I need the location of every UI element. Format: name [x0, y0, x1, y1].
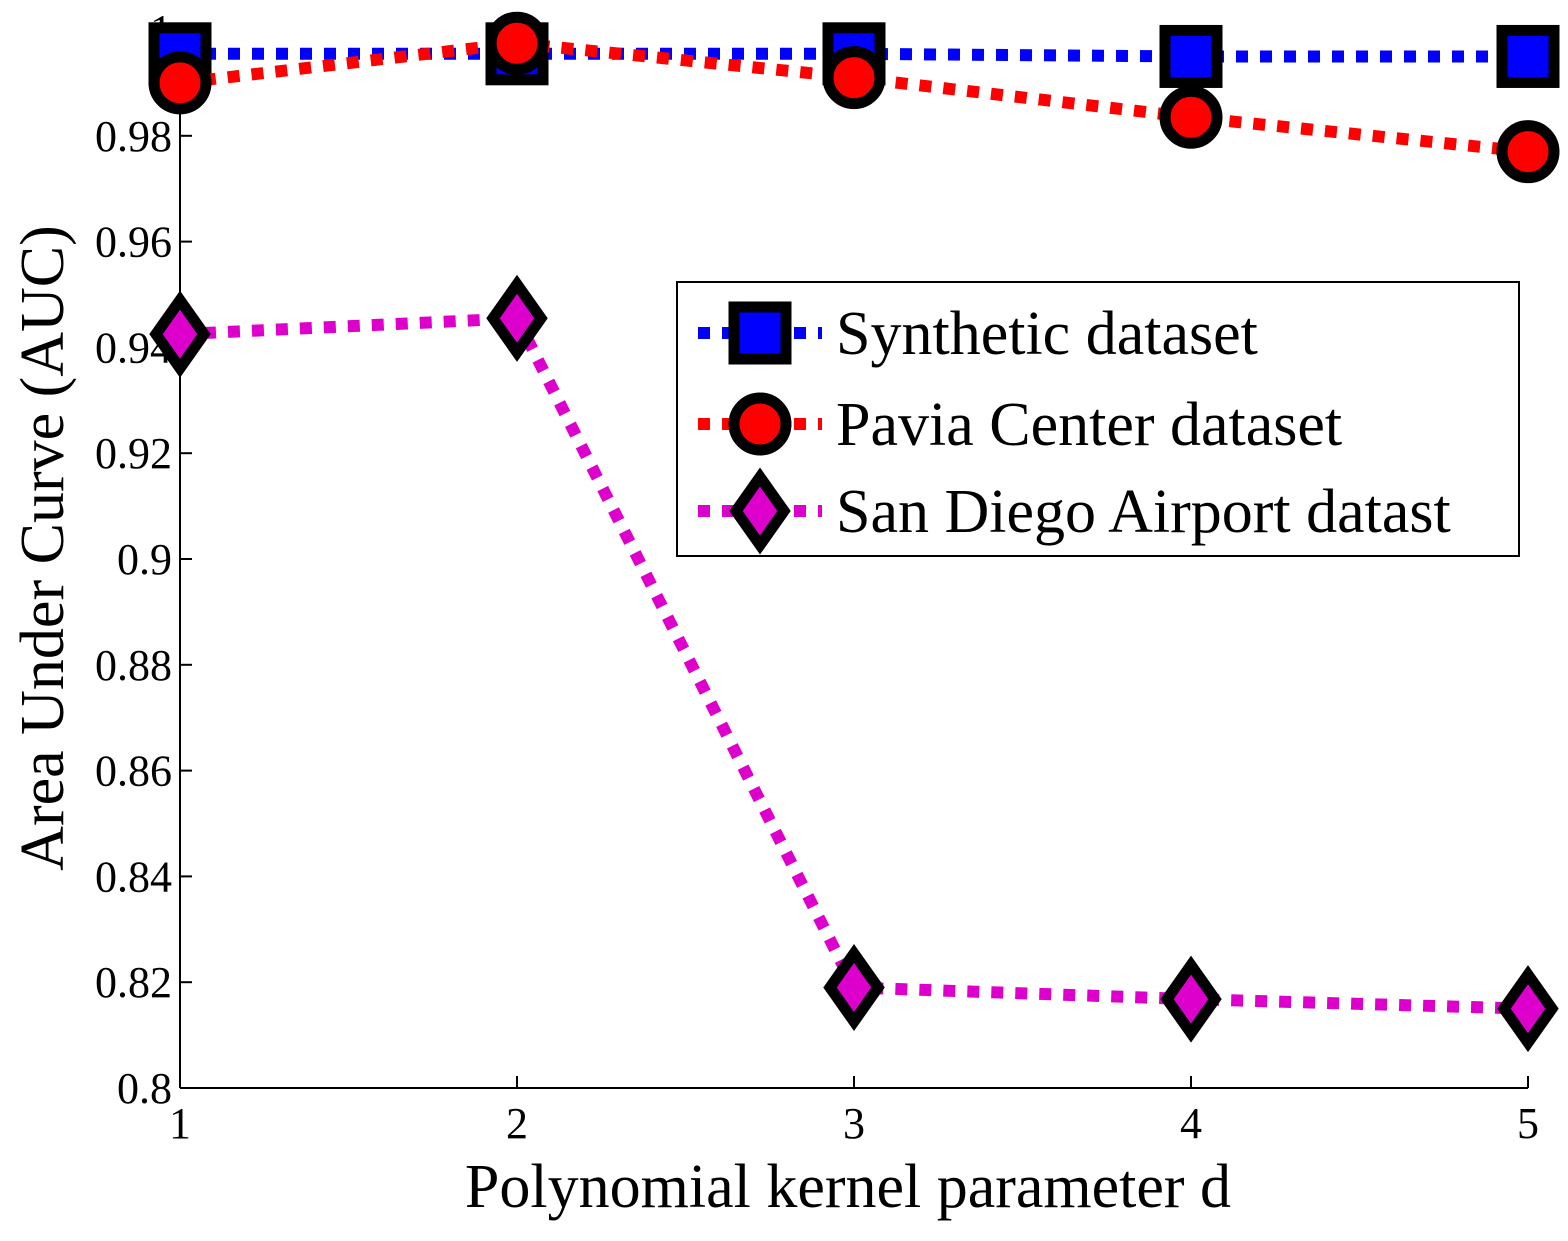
sandiego-point [486, 274, 548, 362]
y-tick-label: 0.86 [95, 747, 172, 796]
y-tick-label: 0.84 [95, 852, 172, 901]
legend-marker-sandiego [729, 467, 791, 555]
x-axis-title: Polynomial kernel parameter d [465, 1153, 1231, 1221]
legend-label-sandiego: San Diego Airport datast [836, 478, 1451, 546]
synthetic-point [1159, 24, 1223, 88]
legend-label-pavia: Pavia Center dataset [836, 391, 1342, 459]
x-tick-label: 2 [506, 1099, 528, 1148]
legend-box [676, 281, 1520, 557]
legend-label-synthetic: Synthetic dataset [836, 300, 1258, 368]
pavia-point [485, 11, 549, 75]
legend-item-sandiego: San Diego Airport datast [698, 467, 1451, 555]
y-tick-label: 0.88 [95, 641, 172, 690]
y-axis-title: Area Under Curve (AUC) [9, 225, 77, 871]
legend-item-pavia: Pavia Center dataset [698, 391, 1342, 459]
y-tick-label: 0.9 [117, 535, 172, 584]
legend: Synthetic dataset Pavia Center dataset San… [676, 281, 1520, 557]
legend-marker-synthetic [728, 301, 792, 365]
series-layer [148, 11, 1560, 1053]
y-tick-label: 0.98 [95, 112, 172, 161]
y-tick-label: 0.92 [95, 429, 172, 478]
y-tick-label: 0.96 [95, 218, 172, 267]
synthetic-point [1496, 24, 1560, 88]
sandiego-point [823, 943, 885, 1032]
pavia-point [148, 51, 212, 115]
legend-marker-pavia [728, 392, 792, 456]
y-tick-label: 0.8 [117, 1064, 172, 1113]
legend-item-synthetic: Synthetic dataset [698, 300, 1258, 368]
y-tick-label: 0.82 [95, 958, 172, 1007]
series-pavia [148, 11, 1560, 184]
pavia-point [1159, 85, 1223, 149]
pavia-point [822, 46, 886, 110]
y-ticks: 0.80.820.840.860.880.90.920.940.960.981 [95, 6, 192, 1113]
sandiego-point [1160, 955, 1222, 1043]
series-sandiego [149, 274, 1559, 1053]
x-tick-label: 3 [843, 1099, 865, 1148]
sandiego-point [149, 290, 211, 378]
x-ticks: 1 2 3 4 5 [169, 1076, 1539, 1148]
x-tick-label: 1 [169, 1099, 191, 1148]
x-tick-label: 4 [1180, 1099, 1202, 1148]
sandiego-point [1497, 965, 1559, 1053]
pavia-point [1496, 120, 1560, 184]
x-tick-label: 5 [1517, 1099, 1539, 1148]
